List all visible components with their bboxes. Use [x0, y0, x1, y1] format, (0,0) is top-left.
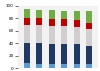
Bar [86, 11, 92, 23]
Bar [24, 18, 30, 25]
Bar [36, 10, 42, 18]
Bar [61, 11, 67, 19]
Bar [74, 64, 80, 68]
Bar [49, 64, 55, 68]
Bar [74, 44, 80, 64]
Bar [36, 25, 42, 43]
Bar [49, 19, 55, 26]
Bar [24, 9, 30, 18]
Bar [61, 44, 67, 64]
Bar [61, 26, 67, 44]
Bar [24, 43, 30, 63]
Bar [49, 10, 55, 19]
Bar [74, 27, 80, 44]
Bar [36, 18, 42, 25]
Bar [86, 23, 92, 29]
Bar [36, 43, 42, 64]
Bar [74, 20, 80, 27]
Bar [74, 11, 80, 20]
Bar [61, 19, 67, 26]
Bar [86, 46, 92, 64]
Bar [49, 26, 55, 44]
Bar [86, 29, 92, 46]
Bar [86, 64, 92, 68]
Bar [61, 64, 67, 68]
Bar [24, 63, 30, 68]
Bar [24, 25, 30, 43]
Bar [36, 64, 42, 68]
Bar [49, 44, 55, 64]
